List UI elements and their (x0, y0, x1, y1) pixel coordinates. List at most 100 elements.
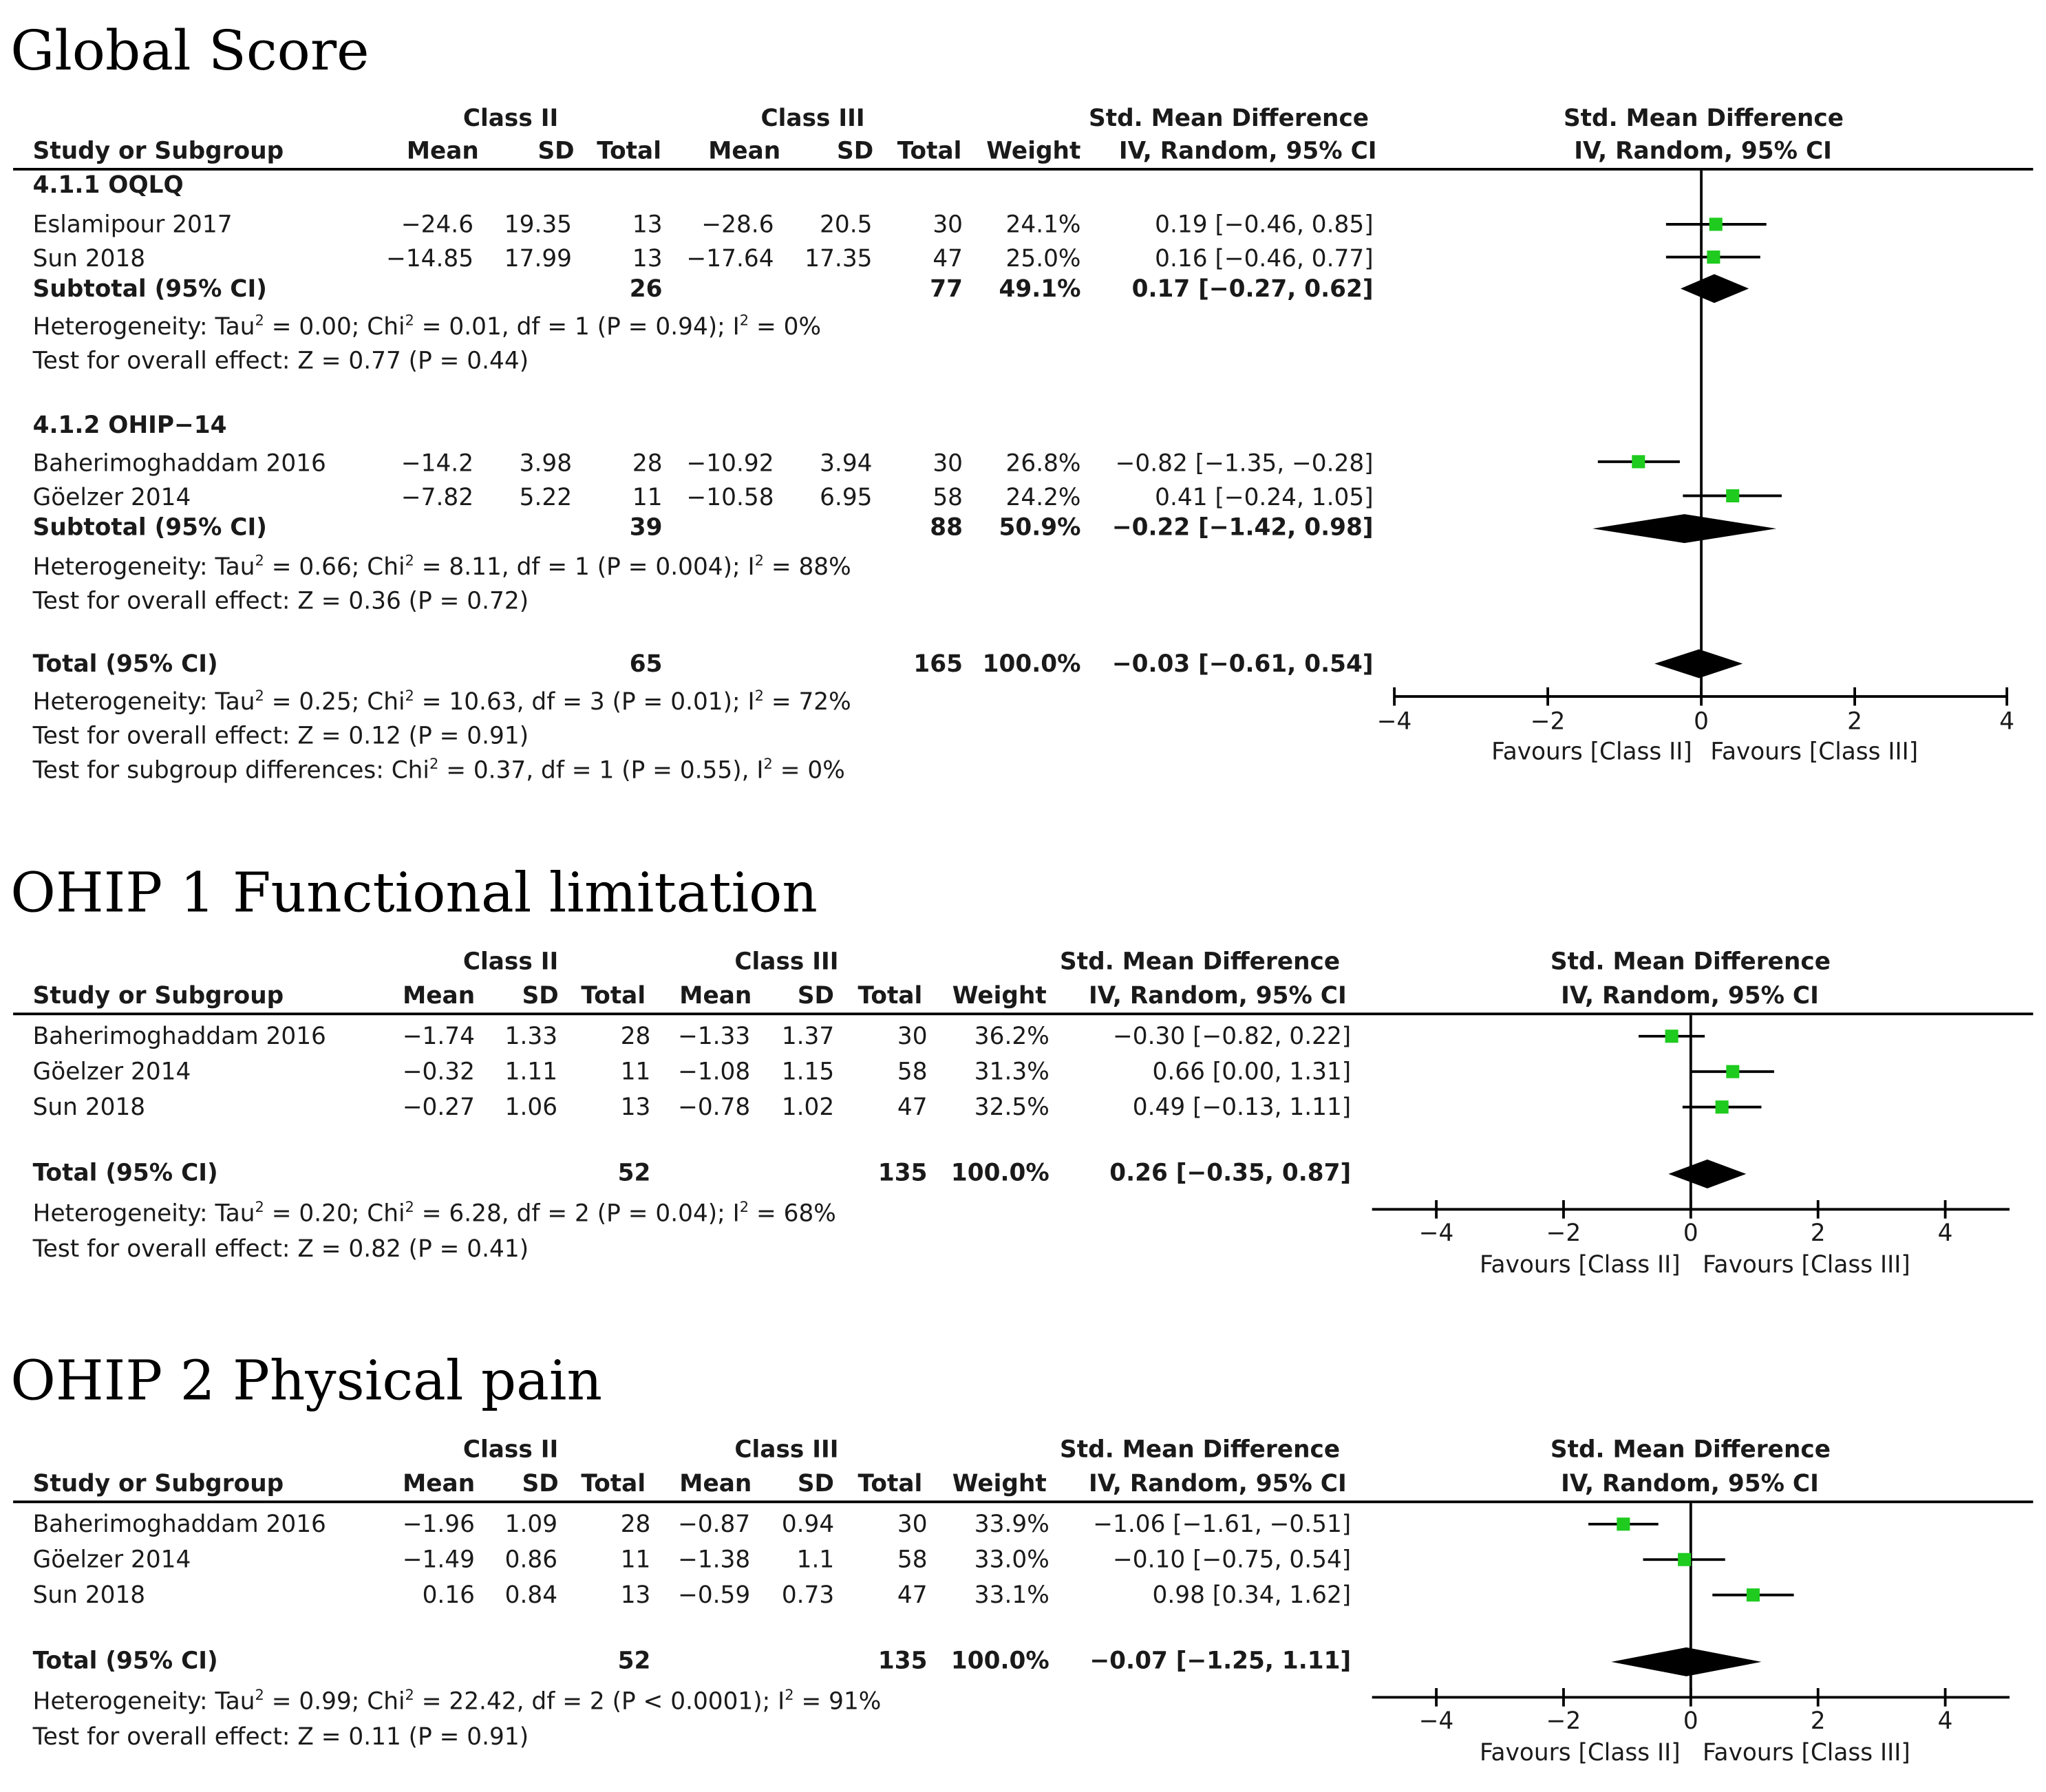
header-weight: Weight (986, 138, 1081, 166)
header-group1: Class II (462, 105, 559, 133)
heterogeneity-text: Heterogeneity: Tau2 = 0.99; Chi2 = 22.42… (32, 1687, 882, 1716)
total-ci: −0.03 [−0.61, 0.54] (1111, 650, 1374, 679)
n2: 30 (897, 1511, 928, 1539)
header-group2: Class III (760, 105, 865, 133)
weight: 36.2% (974, 1023, 1049, 1051)
total-label: Total (95% CI) (32, 650, 218, 679)
weight: 24.1% (1005, 211, 1081, 239)
subtotal-ci: −0.22 [−1.42, 0.98] (1111, 514, 1374, 542)
ci: 0.41 [−0.24, 1.05] (1155, 484, 1374, 512)
header-ci: IV, Random, 95% CI (1088, 1470, 1347, 1498)
study-name: Sun 2018 (32, 245, 146, 273)
forest-plot-area: −4 −2 0 2 4 Favours [Class II] Favours [… (1372, 1503, 2010, 1767)
total-ci: −0.07 [−1.25, 1.11] (1089, 1647, 1352, 1675)
n2: 30 (933, 449, 963, 478)
n2: 47 (897, 1581, 928, 1610)
favours-right-label: Favours [Class III] (1703, 1251, 1910, 1279)
mean2: −1.08 (678, 1058, 751, 1087)
header-mean1: Mean (406, 138, 479, 166)
weight: 32.5% (974, 1094, 1049, 1122)
sd1: 1.09 (504, 1511, 558, 1539)
overall-effect-text: Test for overall effect: Z = 0.36 (P = 0… (32, 587, 529, 615)
header-total2: Total (857, 1470, 923, 1498)
study-name: Sun 2018 (32, 1094, 146, 1122)
mean1: −14.2 (401, 449, 474, 478)
section-title: OHIP 1 Functional limitation (10, 860, 818, 925)
mean1: −7.82 (401, 484, 474, 512)
header-plot: Std. Mean Difference (1563, 105, 1844, 133)
mean1: −0.32 (402, 1058, 475, 1087)
subtotal-weight: 49.1% (999, 275, 1081, 303)
header-plot-ci: IV, Random, 95% CI (1574, 138, 1832, 166)
weight: 33.9% (974, 1511, 1049, 1539)
x-tick-label: 2 (1811, 1707, 1826, 1735)
study-marker (1709, 217, 1723, 231)
mean2: −28.6 (701, 211, 774, 239)
x-tick-label: 4 (1999, 708, 2014, 736)
total-n1: 52 (617, 1159, 651, 1187)
study-marker (1726, 1065, 1740, 1078)
heterogeneity-text: Heterogeneity: Tau2 = 0.00; Chi2 = 0.01,… (32, 312, 822, 341)
mean1: −1.49 (402, 1546, 475, 1575)
n1: 11 (632, 484, 663, 512)
overall-effect-text: Test for overall effect: Z = 0.12 (P = 0… (32, 723, 529, 751)
sd2: 0.94 (781, 1511, 835, 1539)
header-total1: Total (597, 138, 661, 166)
n2: 47 (897, 1094, 928, 1122)
total-n2: 135 (877, 1647, 928, 1675)
n2: 58 (897, 1546, 928, 1575)
pooled-diamond (1681, 274, 1749, 303)
ci: 0.49 [−0.13, 1.11] (1132, 1094, 1352, 1122)
total-weight: 100.0% (982, 650, 1081, 679)
header-group1: Class II (462, 948, 559, 977)
study-name: Baherimoghaddam 2016 (32, 1511, 326, 1539)
header-plot: Std. Mean Difference (1550, 948, 1831, 977)
ci: −0.10 [−0.75, 0.54] (1113, 1546, 1352, 1575)
study-marker (1678, 1553, 1692, 1566)
header-total1: Total (581, 982, 646, 1010)
n1: 28 (632, 449, 663, 478)
subgroup-difference-text: Test for subgroup differences: Chi2 = 0.… (32, 755, 845, 785)
ci: 0.66 [0.00, 1.31] (1152, 1058, 1352, 1087)
total-n2: 135 (877, 1159, 928, 1187)
sd1: 1.06 (504, 1094, 558, 1122)
n2: 30 (933, 211, 963, 239)
study-name: Baherimoghaddam 2016 (32, 449, 326, 478)
mean2: −1.33 (678, 1023, 751, 1051)
header-plot: Std. Mean Difference (1550, 1436, 1831, 1464)
overall-effect-text: Test for overall effect: Z = 0.11 (P = 0… (32, 1723, 529, 1751)
sd1: 1.33 (504, 1023, 558, 1051)
header-ci: IV, Random, 95% CI (1088, 982, 1347, 1010)
total-n2: 165 (913, 650, 963, 679)
n1: 11 (620, 1058, 651, 1087)
forest-plot-area: −4 −2 0 2 4 Favours [Class II] Favours [… (1372, 1015, 2010, 1279)
total-weight: 100.0% (950, 1647, 1049, 1675)
mean2: −0.78 (678, 1094, 751, 1122)
n2: 47 (933, 245, 963, 273)
study-marker (1632, 455, 1645, 469)
total-weight: 100.0% (950, 1159, 1049, 1187)
study-marker (1746, 1588, 1760, 1602)
sd2: 3.94 (820, 449, 873, 478)
subgroup-label: 4.1.2 OHIP−14 (32, 412, 227, 440)
sd2: 1.37 (781, 1023, 835, 1051)
x-tick-label: −4 (1419, 1219, 1454, 1247)
header-plot-ci: IV, Random, 95% CI (1561, 1470, 1819, 1498)
header-mean1: Mean (403, 1470, 476, 1498)
n1: 13 (632, 211, 663, 239)
header-group2: Class III (734, 948, 839, 977)
sd2: 6.95 (820, 484, 873, 512)
n1: 13 (620, 1094, 651, 1122)
heterogeneity-text: Heterogeneity: Tau2 = 0.20; Chi2 = 6.28,… (32, 1199, 836, 1228)
ci: −0.30 [−0.82, 0.22] (1113, 1023, 1352, 1051)
study-marker (1726, 489, 1740, 502)
subtotal-n2: 77 (930, 275, 963, 303)
header-mean1: Mean (403, 982, 476, 1010)
subtotal-label: Subtotal (95% CI) (32, 514, 267, 542)
overall-effect-text: Test for overall effect: Z = 0.77 (P = 0… (32, 348, 529, 376)
x-tick-label: 4 (1938, 1219, 1953, 1247)
mean1: −0.27 (402, 1094, 475, 1122)
header-group1: Class II (462, 1436, 559, 1464)
mean1: 0.16 (422, 1581, 475, 1610)
